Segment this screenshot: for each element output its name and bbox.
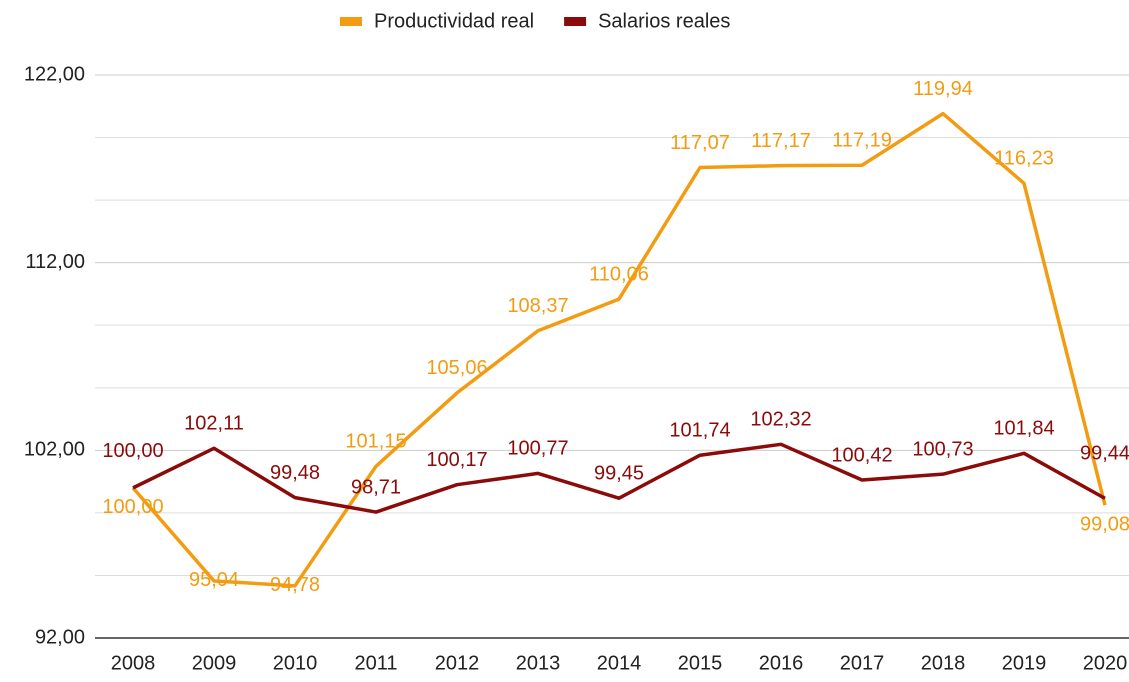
y-tick-label: 92,00: [35, 626, 85, 648]
data-label: 98,71: [351, 476, 401, 498]
x-tick-label: 2009: [192, 652, 237, 674]
x-tick-label: 2014: [597, 652, 642, 674]
data-label: 116,23: [994, 148, 1054, 170]
data-label: 100,00: [102, 440, 163, 462]
x-tick-label: 2010: [273, 652, 318, 674]
data-label: 117,17: [751, 130, 811, 152]
series-line: [132, 442, 1106, 514]
data-label: 95,04: [189, 569, 239, 591]
x-tick-label: 2016: [759, 652, 804, 674]
x-tick-label: 2018: [921, 652, 966, 674]
legend-swatch: [564, 17, 587, 26]
data-label: 117,07: [670, 132, 730, 154]
x-tick-label: 2013: [516, 652, 561, 674]
data-label: 108,37: [507, 295, 568, 317]
data-label: 100,73: [912, 438, 973, 460]
data-label: 99,45: [594, 462, 644, 484]
y-tick-label: 102,00: [24, 439, 85, 461]
x-tick-label: 2008: [111, 652, 156, 674]
data-label: 105,06: [426, 357, 487, 379]
x-tick-label: 2017: [840, 652, 885, 674]
x-tick-label: 2020: [1083, 652, 1128, 674]
legend-label: Productividad real: [374, 10, 534, 32]
y-tick-label: 122,00: [24, 63, 85, 85]
data-label: 99,48: [270, 462, 320, 484]
y-tick-label: 112,00: [25, 251, 85, 273]
data-label: 100,42: [831, 444, 892, 466]
x-tick-label: 2012: [435, 652, 480, 674]
data-label: 101,15: [345, 431, 406, 453]
x-tick-label: 2015: [678, 652, 723, 674]
data-label: 101,84: [993, 418, 1054, 440]
data-label: 99,44: [1080, 443, 1129, 465]
series-line: [131, 111, 1107, 588]
data-label: 99,08: [1080, 513, 1129, 535]
data-label: 100,77: [507, 438, 568, 460]
data-label: 119,94: [913, 78, 973, 100]
data-label: 94,78: [270, 574, 320, 596]
data-label: 101,74: [669, 419, 730, 441]
legend-swatch: [340, 17, 362, 26]
data-label: 117,19: [832, 130, 892, 152]
data-label: 100,00: [102, 496, 163, 518]
legend-label: Salarios reales: [598, 10, 730, 32]
data-label: 110,06: [589, 263, 649, 285]
data-label: 102,32: [750, 409, 811, 431]
data-label: 102,11: [184, 413, 244, 435]
x-tick-label: 2011: [354, 652, 397, 674]
data-label: 100,17: [426, 449, 487, 471]
x-tick-label: 2019: [1002, 652, 1047, 674]
